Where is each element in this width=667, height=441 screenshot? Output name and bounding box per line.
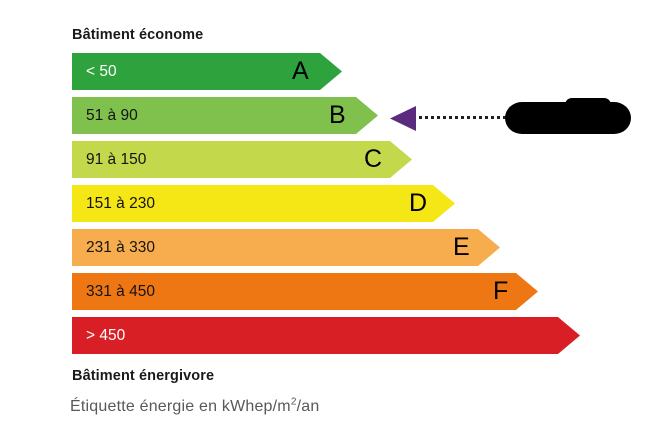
energy-class-row: 91 à 150 C	[72, 141, 412, 178]
energy-class-arrow-shape	[72, 185, 455, 222]
unit-exponent: 2	[290, 396, 297, 408]
energy-class-row: 231 à 330 E	[72, 229, 500, 266]
energy-class-arrow-shape	[72, 97, 378, 134]
unit-suffix: /an	[296, 398, 320, 415]
energy-class-arrow-shape	[72, 229, 500, 266]
energy-class-letter: C	[364, 145, 383, 173]
energy-class-range: 331 à 450	[86, 283, 155, 300]
energy-class-arrow-shape	[72, 141, 412, 178]
caption-efficient-building: Bâtiment économe	[72, 27, 204, 43]
energy-unit-caption: Étiquette énergie en kWhep/m2/an	[70, 396, 320, 416]
unit-prefix: Étiquette énergie en kWhep/m	[70, 398, 291, 415]
energy-class-arrow-shape	[72, 317, 580, 354]
energy-class-letter: D	[409, 189, 428, 217]
energy-class-letter: B	[329, 101, 346, 129]
caption-energy-intensive-building: Bâtiment énergivore	[72, 368, 215, 384]
energy-class-letter: F	[493, 277, 509, 305]
energy-class-arrow-shape	[72, 53, 342, 90]
energy-class-row: 151 à 230 D	[72, 185, 455, 222]
triangle-left-icon	[390, 106, 416, 131]
energy-class-arrow-shape	[72, 273, 538, 310]
energy-class-letter: A	[292, 57, 309, 85]
energy-class-row: 51 à 90 B	[72, 97, 378, 134]
energy-class-row: < 50 A	[72, 53, 342, 90]
energy-class-range: 151 à 230	[86, 195, 155, 212]
energy-class-range: 91 à 150	[86, 151, 147, 168]
energy-class-range: < 50	[86, 63, 117, 80]
energy-class-letter: E	[453, 233, 470, 261]
energy-class-row: > 450	[72, 317, 580, 354]
redaction-blob	[505, 98, 631, 134]
marker-leader-line	[419, 116, 507, 119]
energy-class-row: 331 à 450 F	[72, 273, 538, 310]
energy-class-range: 51 à 90	[86, 107, 138, 124]
energy-class-range: > 450	[86, 327, 126, 344]
energy-class-range: 231 à 330	[86, 239, 155, 256]
